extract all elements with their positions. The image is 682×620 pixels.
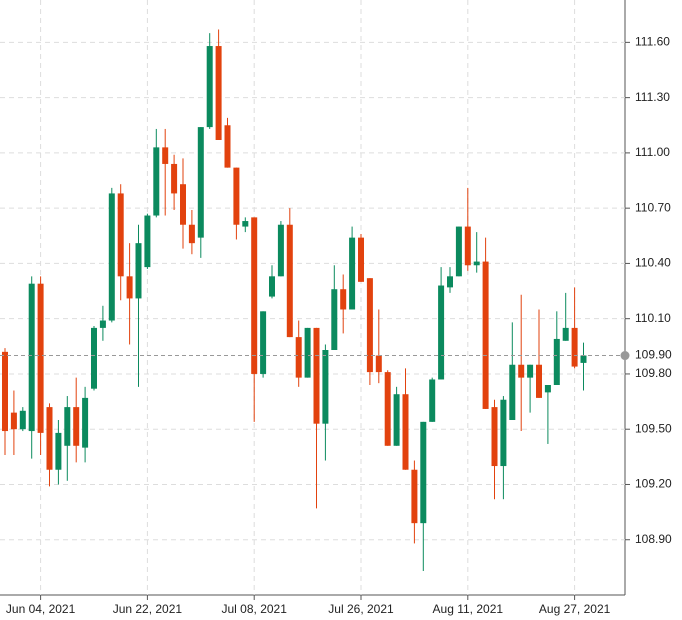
candle-body [28, 283, 35, 432]
candle-body [544, 385, 551, 393]
candle-body [197, 127, 204, 238]
candle-body [260, 311, 267, 374]
candle-body [491, 407, 498, 467]
last-price-dot [620, 351, 630, 361]
candle-body [108, 193, 115, 321]
y-tick-label: 109.80 [635, 366, 672, 380]
candle-body [384, 372, 391, 446]
y-tick-label: 109.50 [635, 421, 672, 435]
candle-body [162, 147, 169, 164]
candle-body [429, 379, 436, 422]
candle-body [10, 412, 17, 430]
candle-body [322, 350, 329, 424]
candle-body [295, 337, 302, 378]
candle-body [313, 327, 320, 424]
y-tick-label: 111.30 [635, 90, 670, 104]
candle-body [527, 364, 534, 378]
candle-body [438, 285, 445, 380]
candle-body [562, 327, 569, 341]
candle-body [251, 217, 258, 374]
x-tick-label: Jul 26, 2021 [328, 602, 394, 616]
candle-body [171, 163, 178, 194]
candle-body [536, 364, 542, 398]
x-tick-label: Aug 11, 2021 [433, 602, 504, 616]
candle-body [447, 276, 453, 288]
candle-body [19, 410, 26, 430]
candle-body [304, 327, 311, 378]
candle-body [358, 237, 364, 282]
candle-body [286, 224, 293, 338]
y-tick-label: 110.40 [635, 256, 671, 270]
candle-body [393, 394, 400, 446]
candle-body [2, 351, 8, 432]
candle-body [242, 221, 249, 227]
candle-body [464, 226, 471, 266]
candle-body [73, 407, 80, 446]
candle-body [500, 399, 507, 467]
candle-body [91, 327, 97, 389]
y-tick-label: 108.90 [635, 532, 672, 546]
y-tick-label: 110.70 [635, 200, 671, 214]
candle-body [366, 278, 373, 373]
candle-body [144, 215, 151, 268]
candle-body [215, 46, 222, 141]
candle-body [340, 289, 347, 310]
candle-body [99, 320, 106, 328]
candle-body [82, 397, 89, 448]
candle-body [180, 184, 186, 225]
candle-body [571, 327, 578, 367]
candle-body [509, 364, 516, 420]
y-tick-label: 111.60 [635, 35, 670, 49]
candle-body [55, 432, 62, 470]
last-price-label: 109.90 [635, 348, 672, 362]
candle-body [117, 193, 124, 277]
x-tick-label: Jul 08, 2021 [222, 602, 288, 616]
y-tick-label: 110.10 [635, 311, 671, 325]
candle-body [153, 147, 160, 216]
x-tick-label: Jun 22, 2021 [113, 602, 183, 616]
candle-body [64, 407, 71, 446]
candle-body [37, 283, 44, 433]
candle-body [331, 289, 338, 350]
y-tick-label: 109.20 [635, 477, 672, 491]
candle-body [580, 355, 587, 363]
x-tick-label: Aug 27, 2021 [539, 602, 611, 616]
candle-body [455, 226, 462, 277]
candle-body [518, 364, 525, 378]
x-tick-label: Jun 04, 2021 [6, 602, 76, 616]
candle-body [553, 338, 560, 385]
candle-body [224, 125, 231, 168]
candle-body [206, 46, 213, 128]
candle-body [126, 276, 133, 299]
candle-body [402, 394, 409, 470]
candle-body [482, 261, 489, 409]
candle-body [411, 469, 418, 524]
candle-body [277, 224, 284, 277]
candle-body [420, 421, 427, 524]
y-tick-label: 111.00 [635, 145, 670, 159]
candle-body [135, 243, 142, 299]
candle-body [46, 407, 53, 470]
candle-body [473, 261, 480, 266]
candle-body [375, 355, 382, 373]
candle-body [233, 167, 240, 225]
candle-body [349, 237, 356, 310]
candle-body [269, 276, 275, 297]
candle-body [188, 224, 195, 244]
